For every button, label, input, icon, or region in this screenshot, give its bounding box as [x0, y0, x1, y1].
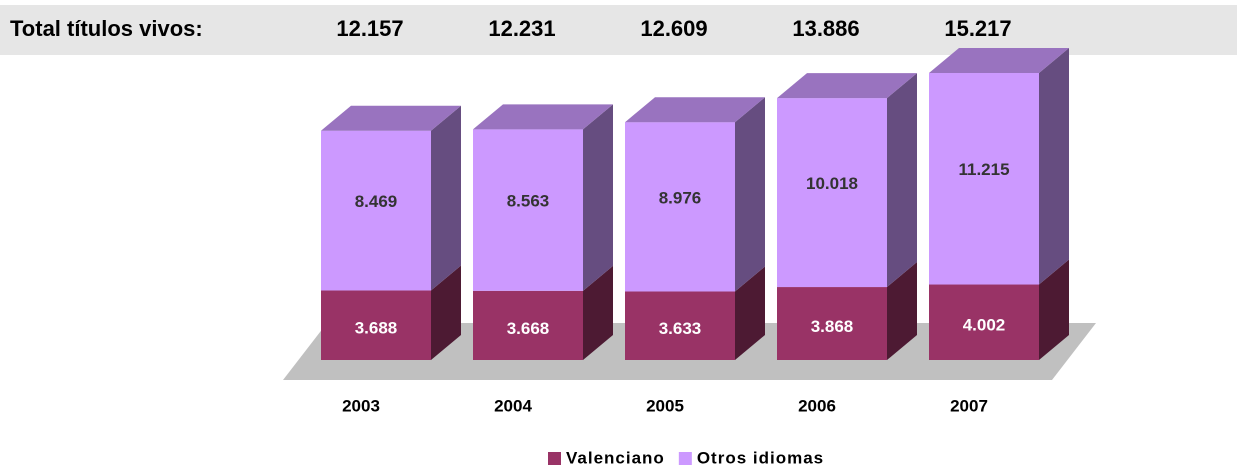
data-label: 8.976: [659, 188, 702, 207]
bar-segment: [625, 97, 765, 292]
data-label: 8.469: [355, 192, 398, 211]
legend-swatch: [678, 452, 692, 465]
header-band: [0, 5, 1237, 55]
bar-front: [777, 98, 887, 288]
legend-label: Otros idiomas: [697, 448, 824, 467]
bar-top: [473, 104, 613, 130]
bar-side: [431, 265, 461, 360]
bar-segment: [473, 104, 613, 291]
data-label: 3.668: [507, 319, 550, 338]
bar-side: [431, 105, 461, 291]
bar-side: [583, 265, 613, 360]
bar-front: [473, 290, 583, 360]
bar-segment: [473, 265, 613, 360]
header-total: 15.217: [944, 16, 1011, 41]
header-total: 12.609: [640, 16, 707, 41]
bar-top: [625, 97, 765, 123]
bar-segment: [777, 73, 917, 288]
data-label: 4.002: [963, 316, 1006, 335]
data-label: 10.018: [806, 174, 858, 193]
bar-front: [625, 122, 735, 292]
bar-side: [1039, 48, 1069, 285]
x-tick-label: 2007: [950, 396, 988, 415]
bar-front: [625, 291, 735, 360]
bar-front: [929, 284, 1039, 360]
bar-segment: [929, 259, 1069, 360]
bar-segment: [777, 262, 917, 360]
bar-segment: [321, 265, 461, 360]
x-tick-label: 2005: [646, 396, 684, 415]
bar-top: [777, 73, 917, 99]
bar-side: [735, 97, 765, 292]
header-total: 13.886: [792, 16, 859, 41]
x-tick-label: 2003: [342, 396, 380, 415]
data-label: 3.633: [659, 319, 702, 338]
bar-side: [735, 266, 765, 360]
data-label: 11.215: [958, 160, 1009, 179]
bar-front: [321, 130, 431, 291]
bar-side: [583, 104, 613, 291]
bar-top: [321, 105, 461, 131]
header-label: Total títulos vivos:: [10, 16, 203, 41]
legend-label: Valenciano: [566, 448, 665, 467]
bar-side: [1039, 259, 1069, 360]
bar-top: [929, 48, 1069, 73]
x-tick-label: 2006: [798, 396, 836, 415]
bar-segment: [321, 105, 461, 291]
bar-segment: [929, 48, 1069, 285]
header-total: 12.231: [488, 16, 555, 41]
header-total: 12.157: [336, 16, 403, 41]
bar-segment: [625, 266, 765, 360]
bar-front: [777, 287, 887, 360]
bar-side: [887, 262, 917, 360]
x-tick-label: 2004: [494, 396, 532, 415]
legend-swatch: [548, 452, 561, 465]
data-label: 3.688: [355, 319, 398, 338]
bar-front: [321, 290, 431, 360]
data-label: 3.868: [811, 317, 854, 336]
bar-front: [929, 73, 1039, 285]
data-label: 8.563: [507, 192, 550, 211]
bar-side: [887, 73, 917, 288]
bar-front: [473, 129, 583, 291]
